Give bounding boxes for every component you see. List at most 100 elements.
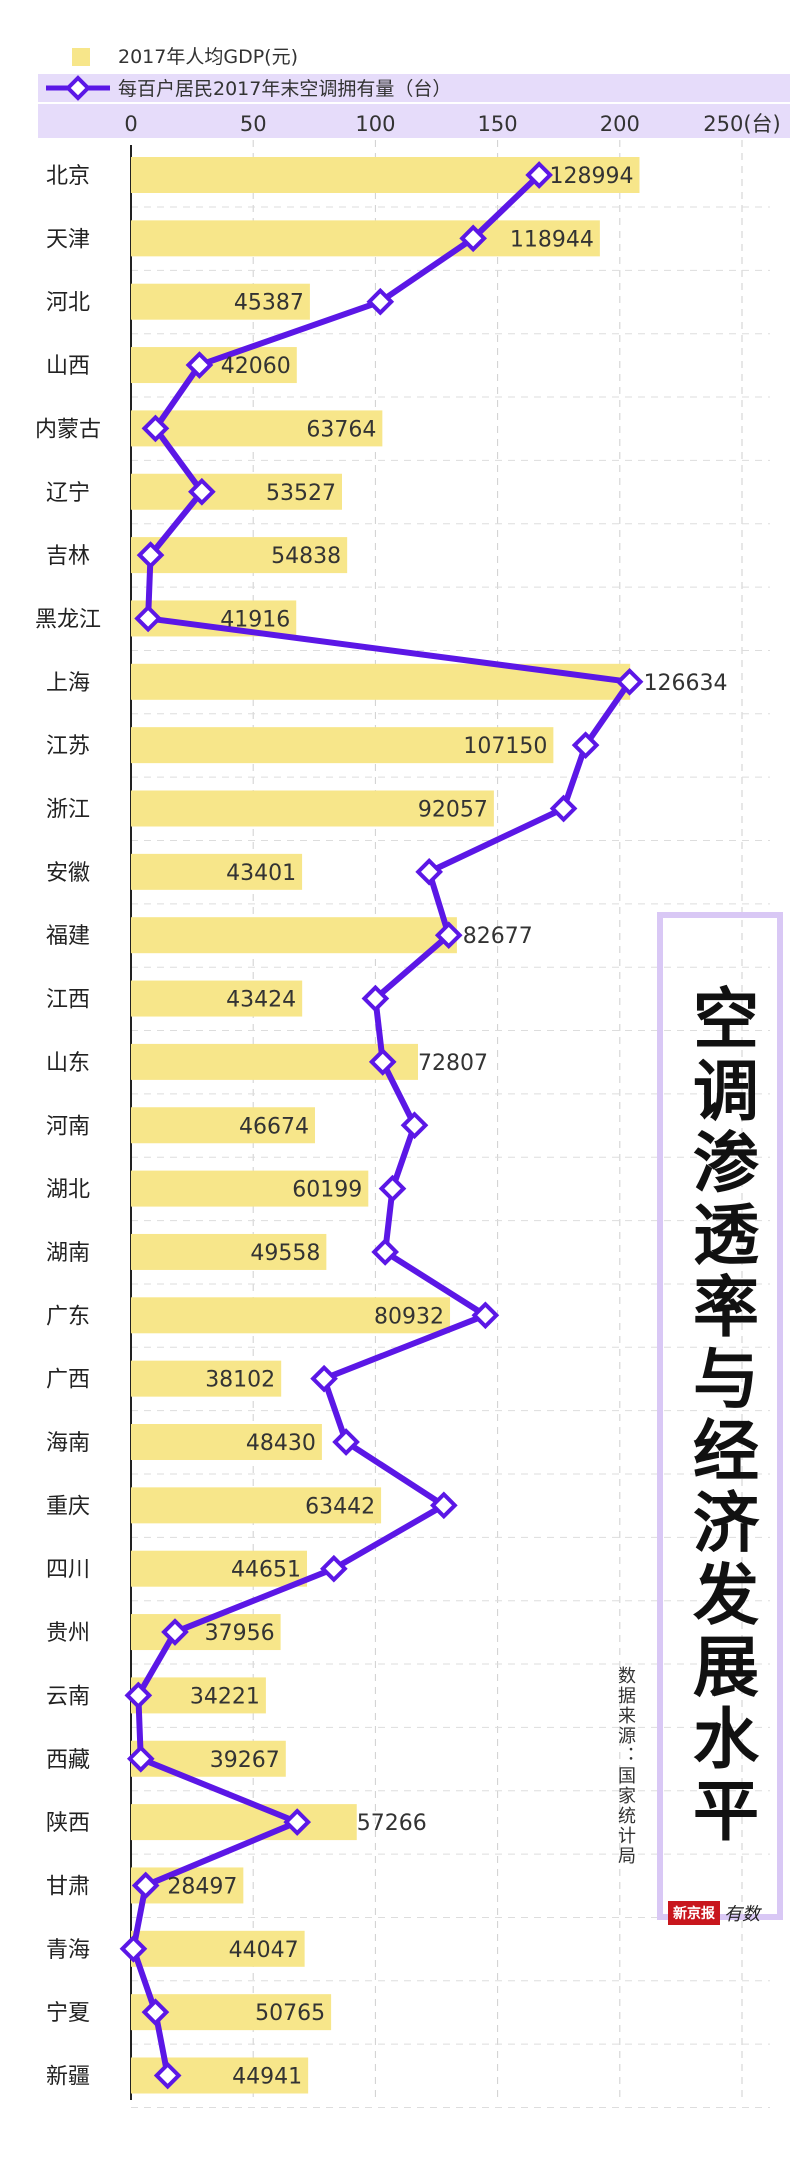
y-tick-label: 天津 — [46, 227, 90, 252]
x-tick-label: 250(台) — [703, 112, 780, 136]
y-tick-label: 山西 — [46, 354, 90, 379]
point-ac — [366, 287, 395, 316]
y-tick-label: 海南 — [46, 1431, 90, 1456]
y-tick-label: 广东 — [46, 1304, 90, 1329]
x-tick-label: 0 — [124, 112, 137, 136]
data-label-gdp: 42060 — [221, 354, 291, 379]
y-tick-label: 贵州 — [46, 1621, 90, 1646]
data-label-gdp: 126634 — [644, 671, 728, 696]
data-label-gdp: 38102 — [205, 1368, 275, 1393]
data-label-gdp: 48430 — [246, 1431, 316, 1456]
bar-gdp — [131, 1424, 322, 1460]
y-tick-label: 西藏 — [46, 1748, 90, 1773]
point-ac — [131, 1871, 160, 1900]
data-label-gdp: 43424 — [226, 988, 296, 1013]
point-ac — [459, 224, 487, 253]
data-label-gdp: 41916 — [220, 607, 290, 632]
data-label-gdp: 44047 — [229, 1938, 299, 1963]
y-tick-label: 重庆 — [46, 1494, 90, 1519]
data-label-gdp: 63442 — [305, 1494, 375, 1519]
data-label-gdp: 60199 — [292, 1178, 362, 1203]
point-ac — [615, 667, 644, 696]
y-tick-label: 内蒙古 — [35, 417, 101, 442]
point-ac — [320, 1554, 348, 1583]
data-label-gdp: 72807 — [418, 1051, 488, 1076]
data-label-gdp: 82677 — [463, 924, 533, 949]
legend-label-ac: 每百户居民2017年末空调拥有量（台） — [118, 78, 451, 100]
data-label-gdp: 128994 — [550, 164, 634, 189]
y-tick-label: 山东 — [46, 1051, 90, 1076]
y-tick-label: 安徽 — [46, 861, 90, 886]
y-tick-label: 陕西 — [46, 1811, 90, 1836]
y-tick-label: 北京 — [46, 164, 90, 189]
data-label-gdp: 28497 — [167, 1874, 237, 1899]
y-tick-label: 湖北 — [46, 1178, 90, 1203]
point-ac — [136, 541, 165, 569]
bar-gdp — [131, 727, 554, 764]
data-label-gdp: 63764 — [306, 417, 376, 442]
data-label-gdp: 49558 — [250, 1241, 320, 1266]
chart-title: 空调渗透率与经济发展水平 — [682, 984, 759, 1848]
data-label-gdp: 92057 — [418, 798, 488, 823]
x-tick-label: 150 — [478, 112, 518, 136]
data-label-gdp: 57266 — [357, 1811, 427, 1836]
point-ac — [525, 161, 553, 189]
point-ac — [571, 731, 600, 759]
bar-gdp — [131, 1170, 369, 1207]
y-tick-label: 黑龙江 — [35, 607, 101, 632]
bar-gdp — [131, 1233, 327, 1270]
data-label-gdp: 54838 — [271, 544, 341, 569]
point-ac — [134, 604, 162, 633]
point-ac — [549, 794, 578, 823]
y-tick-label: 福建 — [46, 924, 90, 949]
bar-gdp — [131, 980, 303, 1017]
y-tick-label: 江西 — [46, 988, 90, 1013]
data-label-gdp: 46674 — [239, 1114, 309, 1139]
y-tick-label: 湖南 — [46, 1241, 90, 1266]
point-ac — [161, 1618, 189, 1646]
y-tick-label: 青海 — [46, 1938, 90, 1963]
x-tick-label: 50 — [240, 112, 267, 136]
x-tick-label: 200 — [600, 112, 640, 136]
title-box: 空调渗透率与经济发展水平 — [657, 912, 783, 1920]
bar-gdp — [131, 157, 640, 193]
bar-gdp — [131, 1740, 286, 1777]
point-ac — [415, 858, 443, 886]
data-label-gdp: 43401 — [226, 861, 296, 886]
bar-gdp — [131, 1297, 451, 1334]
point-ac — [283, 1808, 312, 1836]
axis-band — [38, 104, 790, 138]
legend-label-gdp: 2017年人均GDP(元) — [118, 46, 298, 68]
bar-gdp — [131, 1550, 308, 1587]
point-ac — [188, 477, 216, 506]
y-tick-label: 河南 — [46, 1114, 90, 1139]
bar-gdp — [131, 853, 303, 890]
bar-gdp — [131, 1804, 357, 1841]
bar-gdp — [131, 283, 310, 320]
data-label-gdp: 118944 — [510, 227, 594, 252]
point-ac — [361, 984, 390, 1013]
source-note: 数据来源：国家统计局 — [615, 1666, 636, 1866]
bar-gdp — [131, 917, 457, 954]
bar-gdp — [131, 1107, 315, 1144]
data-label-gdp: 34221 — [190, 1684, 260, 1709]
y-tick-label: 新疆 — [46, 2065, 90, 2090]
y-tick-label: 四川 — [46, 1558, 90, 1583]
bar-gdp — [131, 1677, 266, 1714]
point-ac — [368, 1048, 397, 1076]
brand-script: 有数 — [724, 1904, 760, 1925]
brand-name: 新京报 — [668, 1901, 720, 1925]
y-tick-label: 云南 — [46, 1684, 90, 1709]
point-ac — [430, 1491, 458, 1520]
bar-gdp — [131, 1487, 382, 1524]
legend-marker-ac — [65, 75, 91, 101]
data-label-gdp: 37956 — [205, 1621, 275, 1646]
point-ac — [126, 1744, 155, 1773]
point-ac — [378, 1174, 407, 1203]
point-ac — [185, 351, 214, 379]
data-label-gdp: 39267 — [210, 1748, 280, 1773]
y-tick-label: 江苏 — [46, 734, 90, 759]
point-ac — [471, 1301, 500, 1330]
